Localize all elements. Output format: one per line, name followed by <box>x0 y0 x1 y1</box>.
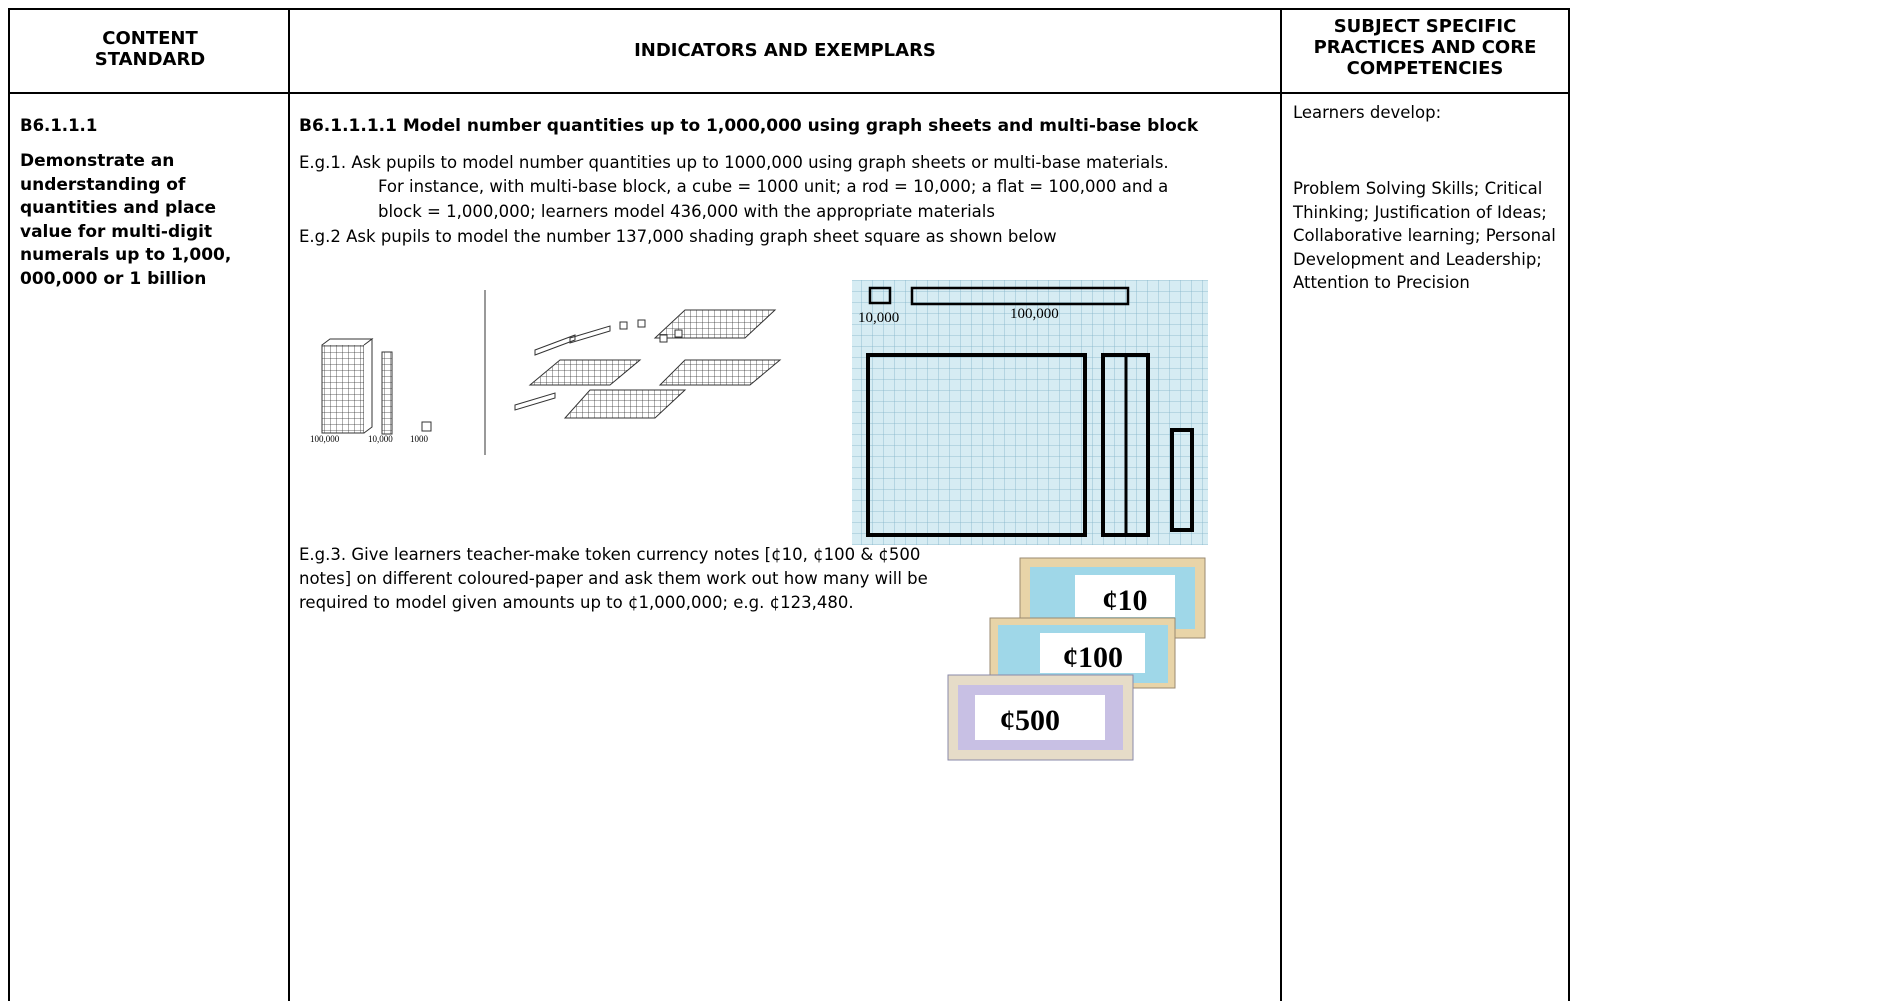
block-label: 10,000 <box>368 434 393 444</box>
example-line: E.g.2 Ask pupils to model the number 137… <box>299 227 1057 246</box>
border <box>8 8 10 1001</box>
example-line: E.g.1. Ask pupils to model number quanti… <box>299 153 1169 172</box>
header: INDICATORS AND EXEMPLARS <box>634 40 936 61</box>
indicator-title: B6.1.1.1.1 Model number quantities up to… <box>299 116 1199 136</box>
note-label: ¢10 <box>1103 584 1148 617</box>
block-label: 100,000 <box>310 434 340 444</box>
header: CONTENT STANDARD <box>94 28 206 70</box>
header: SUBJECT SPECIFIC PRACTICES AND CORE COMP… <box>1313 16 1537 79</box>
example-line: block = 1,000,000; learners model 436,00… <box>378 202 995 221</box>
currency-notes: ¢10 ¢100 ¢500 <box>947 557 1206 761</box>
multi-base-blocks: 100,000 10,000 1000 <box>310 290 782 455</box>
border <box>8 8 1569 10</box>
note-label: ¢500 <box>1000 704 1060 737</box>
standard-text: Demonstrate an understanding of quantiti… <box>20 151 232 289</box>
note: ¢500 <box>947 674 1134 761</box>
graph-sheet: 10,000 100,000 <box>852 280 1208 545</box>
block-label: 1000 <box>410 434 429 444</box>
border <box>1280 8 1282 1001</box>
note-label: ¢100 <box>1063 641 1123 674</box>
competencies-text: Problem Solving Skills; Critical Thinkin… <box>1293 179 1556 292</box>
graph-label: 10,000 <box>858 310 899 326</box>
example-line: For instance, with multi-base block, a c… <box>378 177 1169 196</box>
competencies-intro: Learners develop: <box>1293 103 1442 122</box>
border <box>288 8 290 1001</box>
border <box>8 92 1569 94</box>
standard-code: B6.1.1.1 <box>20 116 98 135</box>
border <box>1568 8 1570 1001</box>
figures: 100,000 10,000 1000 10,000 100,000 <box>310 280 1208 545</box>
example-3: E.g.3. Give learners teacher-make token … <box>299 545 928 612</box>
graph-label: 100,000 <box>1010 306 1059 322</box>
